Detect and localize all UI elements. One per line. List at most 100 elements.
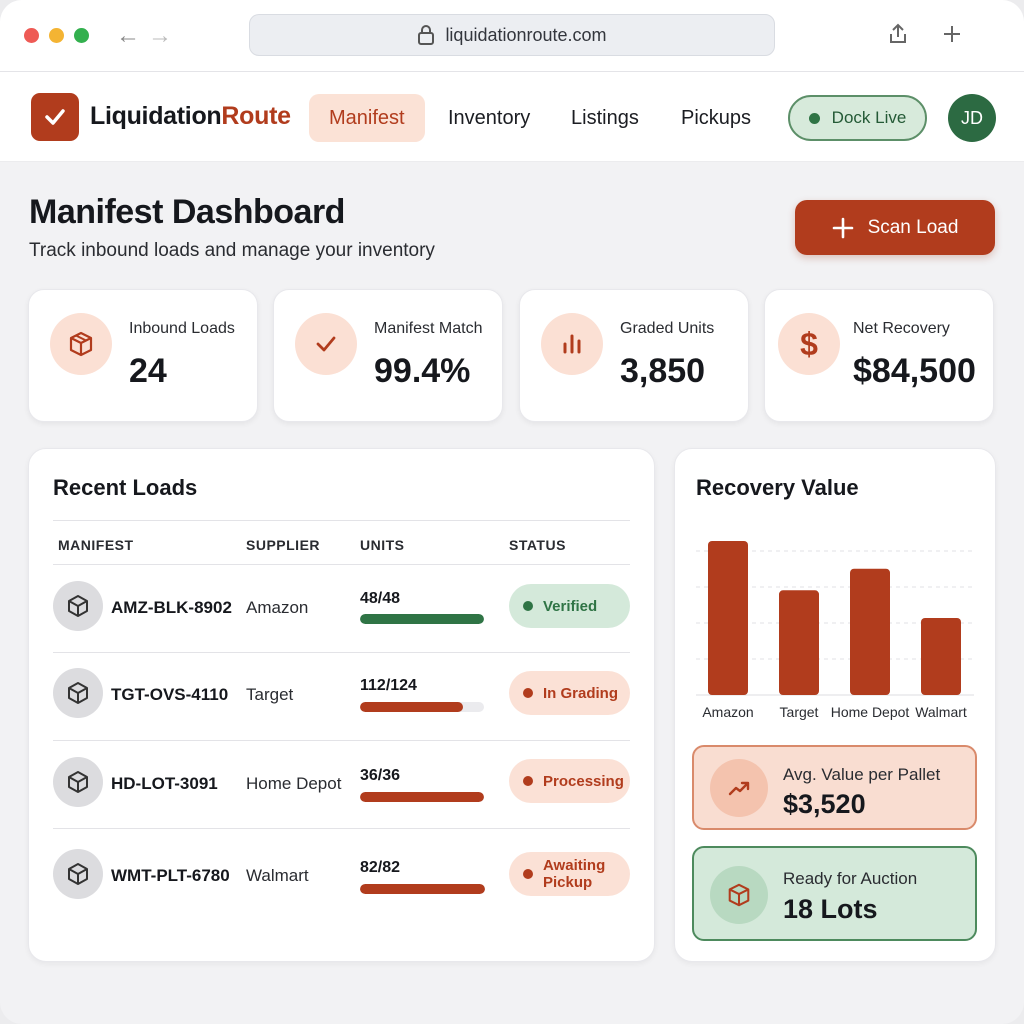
back-arrow-icon[interactable]: ← bbox=[116, 22, 140, 49]
dock-status-label: Dock Live bbox=[831, 108, 907, 127]
window-controls bbox=[24, 28, 89, 43]
column-header-units[interactable]: UNITS bbox=[360, 537, 405, 553]
avg-value-label: Avg. Value per Pallet bbox=[783, 765, 941, 784]
bar-chart-icon bbox=[541, 313, 603, 375]
chart-x-label: Amazon bbox=[702, 704, 753, 720]
app-header: LiquidationRoute Manifest Inventory List… bbox=[0, 72, 1024, 162]
stat-card-net-recovery: $ Net Recovery $84,500 bbox=[764, 289, 994, 422]
chart-bars bbox=[708, 541, 961, 695]
check-icon bbox=[45, 109, 65, 125]
chart-bar-walmart[interactable] bbox=[921, 618, 961, 695]
table-header: MANIFEST SUPPLIER UNITS STATUS bbox=[53, 520, 630, 565]
units-count: 36/36 bbox=[360, 767, 401, 784]
units-progress-bar bbox=[360, 792, 484, 802]
units-progress-fill bbox=[360, 614, 484, 624]
tab-listings[interactable]: Listings bbox=[571, 107, 639, 129]
ready-for-auction-label: Ready for Auction bbox=[783, 869, 918, 888]
maximize-window-button[interactable] bbox=[74, 28, 89, 43]
supplier-name: Target bbox=[246, 685, 294, 704]
scan-load-button[interactable]: Scan Load bbox=[795, 200, 995, 255]
chart-x-label: Target bbox=[780, 704, 819, 720]
manifest-id[interactable]: WMT-PLT-6780 bbox=[111, 866, 230, 885]
page-subtitle: Track inbound loads and manage your inve… bbox=[29, 240, 435, 261]
avg-value-amount: $3,520 bbox=[783, 789, 866, 819]
brand-name: LiquidationRoute bbox=[90, 102, 291, 131]
chart-bar-home-depot[interactable] bbox=[850, 568, 890, 695]
stat-value: $84,500 bbox=[853, 352, 976, 390]
chart-bar-amazon[interactable] bbox=[708, 541, 748, 695]
status-label: Awaiting bbox=[543, 857, 606, 874]
dock-status-badge[interactable]: Dock Live bbox=[788, 95, 927, 141]
brand-name-part2: Route bbox=[221, 102, 291, 130]
status-label: Verified bbox=[543, 597, 598, 615]
supplier-name: Walmart bbox=[246, 866, 309, 885]
minimize-window-button[interactable] bbox=[49, 28, 64, 43]
units-count: 112/124 bbox=[360, 677, 417, 694]
stat-card-graded-units: Graded Units 3,850 bbox=[519, 289, 749, 422]
card-title: Recovery Value bbox=[696, 475, 859, 500]
units-progress-fill bbox=[360, 702, 463, 712]
stat-card-manifest-match: Manifest Match 99.4% bbox=[273, 289, 503, 422]
browser-toolbar: ← → liquidationroute.com bbox=[0, 0, 1024, 72]
status-badge: Verified bbox=[509, 584, 630, 628]
stat-value: 24 bbox=[129, 352, 167, 390]
close-window-button[interactable] bbox=[24, 28, 39, 43]
column-header-supplier[interactable]: SUPPLIER bbox=[246, 537, 321, 553]
brand-name-part1: Liquidation bbox=[90, 102, 222, 130]
stat-label: Manifest Match bbox=[374, 320, 483, 337]
units-count: 48/48 bbox=[360, 590, 401, 607]
table-row[interactable]: WMT-PLT-6780 Walmart 82/82 Awaiting Picku… bbox=[53, 829, 630, 917]
user-avatar[interactable]: JD bbox=[948, 94, 996, 142]
table-row[interactable]: TGT-OVS-4110 Target 112/124 In Grading bbox=[53, 653, 630, 741]
address-bar[interactable]: liquidationroute.com bbox=[249, 14, 775, 56]
package-icon bbox=[53, 849, 103, 899]
chart-x-label: Walmart bbox=[915, 704, 967, 720]
stat-value: 3,850 bbox=[620, 352, 706, 390]
units-progress-bar bbox=[360, 884, 485, 894]
new-tab-plus-icon[interactable] bbox=[940, 22, 964, 46]
chart-x-label: Home Depot bbox=[831, 704, 910, 720]
box-icon bbox=[710, 866, 768, 924]
supplier-name: Home Depot bbox=[246, 774, 342, 793]
chart-bar-target[interactable] bbox=[779, 590, 819, 695]
status-dot-icon bbox=[523, 776, 533, 786]
manifest-id[interactable]: HD-LOT-3091 bbox=[111, 774, 218, 793]
stat-label: Net Recovery bbox=[853, 320, 950, 337]
manifest-id[interactable]: TGT-OVS-4110 bbox=[111, 685, 229, 704]
brand-logo[interactable] bbox=[31, 93, 79, 141]
package-icon bbox=[53, 581, 103, 631]
units-progress-bar bbox=[360, 702, 484, 712]
status-dot-icon bbox=[523, 869, 533, 879]
check-icon bbox=[295, 313, 357, 375]
status-badge: Awaiting Pickup bbox=[509, 852, 630, 896]
url-text: liquidationroute.com bbox=[445, 24, 607, 45]
table-row[interactable]: HD-LOT-3091 Home Depot 36/36 Processing bbox=[53, 741, 630, 829]
share-icon[interactable] bbox=[886, 22, 910, 46]
recovery-value-bar-chart: Amazon Target Home Depot Walmart bbox=[696, 541, 974, 720]
stat-label: Graded Units bbox=[620, 320, 715, 337]
status-label: Processing bbox=[543, 772, 624, 790]
manifest-id[interactable]: AMZ-BLK-8902 bbox=[111, 598, 232, 617]
package-icon bbox=[53, 757, 103, 807]
table-row[interactable]: AMZ-BLK-8902 Amazon 48/48 Verified bbox=[53, 565, 630, 653]
tab-pickups[interactable]: Pickups bbox=[681, 107, 752, 129]
box-icon bbox=[50, 313, 112, 375]
column-header-status[interactable]: STATUS bbox=[509, 537, 566, 553]
units-progress-fill bbox=[360, 884, 485, 894]
tab-inventory[interactable]: Inventory bbox=[448, 107, 531, 129]
supplier-name: Amazon bbox=[246, 598, 309, 617]
column-header-manifest[interactable]: MANIFEST bbox=[58, 537, 134, 553]
chart-x-labels: Amazon Target Home Depot Walmart bbox=[702, 704, 967, 720]
ready-for-auction-card: Ready for Auction 18 Lots bbox=[692, 846, 977, 941]
card-title: Recent Loads bbox=[53, 475, 198, 500]
trending-up-icon bbox=[710, 759, 768, 817]
status-badge: Processing bbox=[509, 759, 630, 803]
tab-manifest[interactable]: Manifest bbox=[309, 94, 425, 142]
forward-arrow-icon[interactable]: → bbox=[148, 22, 172, 49]
status-dot-icon bbox=[523, 688, 533, 698]
status-label-line2: Pickup bbox=[543, 874, 593, 891]
stat-label: Inbound Loads bbox=[129, 320, 235, 337]
page-title: Manifest Dashboard bbox=[29, 193, 345, 231]
dollar-icon: $ bbox=[778, 313, 840, 375]
